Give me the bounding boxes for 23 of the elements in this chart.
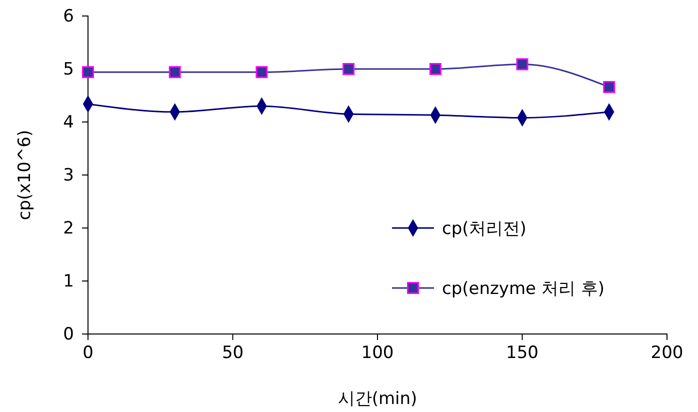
- x-tick-label: 150: [506, 343, 538, 364]
- x-tick-label: 0: [82, 343, 94, 364]
- legend-label: cp(enzyme 처리 후): [442, 279, 604, 299]
- x-tick-label: 50: [222, 343, 244, 364]
- y-tick-label: 1: [63, 271, 74, 292]
- x-tick-label: 100: [361, 343, 394, 364]
- y-tick-label: 3: [63, 165, 74, 186]
- x-tick-label: 200: [650, 343, 684, 364]
- y-tick-label: 6: [63, 6, 74, 26]
- y-tick-label: 2: [63, 218, 74, 238]
- point: [82, 66, 94, 78]
- legend-label: cp(처리전): [442, 219, 526, 239]
- y-tick-label: 4: [63, 112, 74, 132]
- point: [429, 63, 442, 75]
- y-tick-label: 0: [63, 324, 74, 344]
- y-tick-label: 5: [63, 59, 74, 80]
- y-axis-title: cp(x10^6): [15, 130, 35, 220]
- point: [516, 58, 528, 70]
- x-axis-title: 시간(min): [338, 389, 418, 409]
- point: [342, 63, 355, 75]
- point: [603, 81, 616, 94]
- point: [168, 66, 181, 78]
- point: [256, 66, 268, 78]
